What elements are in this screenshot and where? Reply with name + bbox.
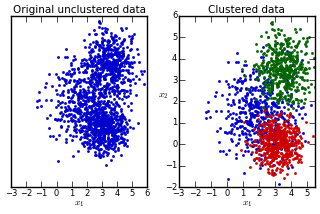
Title: Clustered data: Clustered data: [208, 5, 285, 15]
Y-axis label: $x_2$: $x_2$: [158, 92, 169, 101]
X-axis label: $x_1$: $x_1$: [74, 199, 84, 209]
Title: Original unclustered data: Original unclustered data: [13, 5, 146, 15]
X-axis label: $x_1$: $x_1$: [242, 199, 252, 209]
